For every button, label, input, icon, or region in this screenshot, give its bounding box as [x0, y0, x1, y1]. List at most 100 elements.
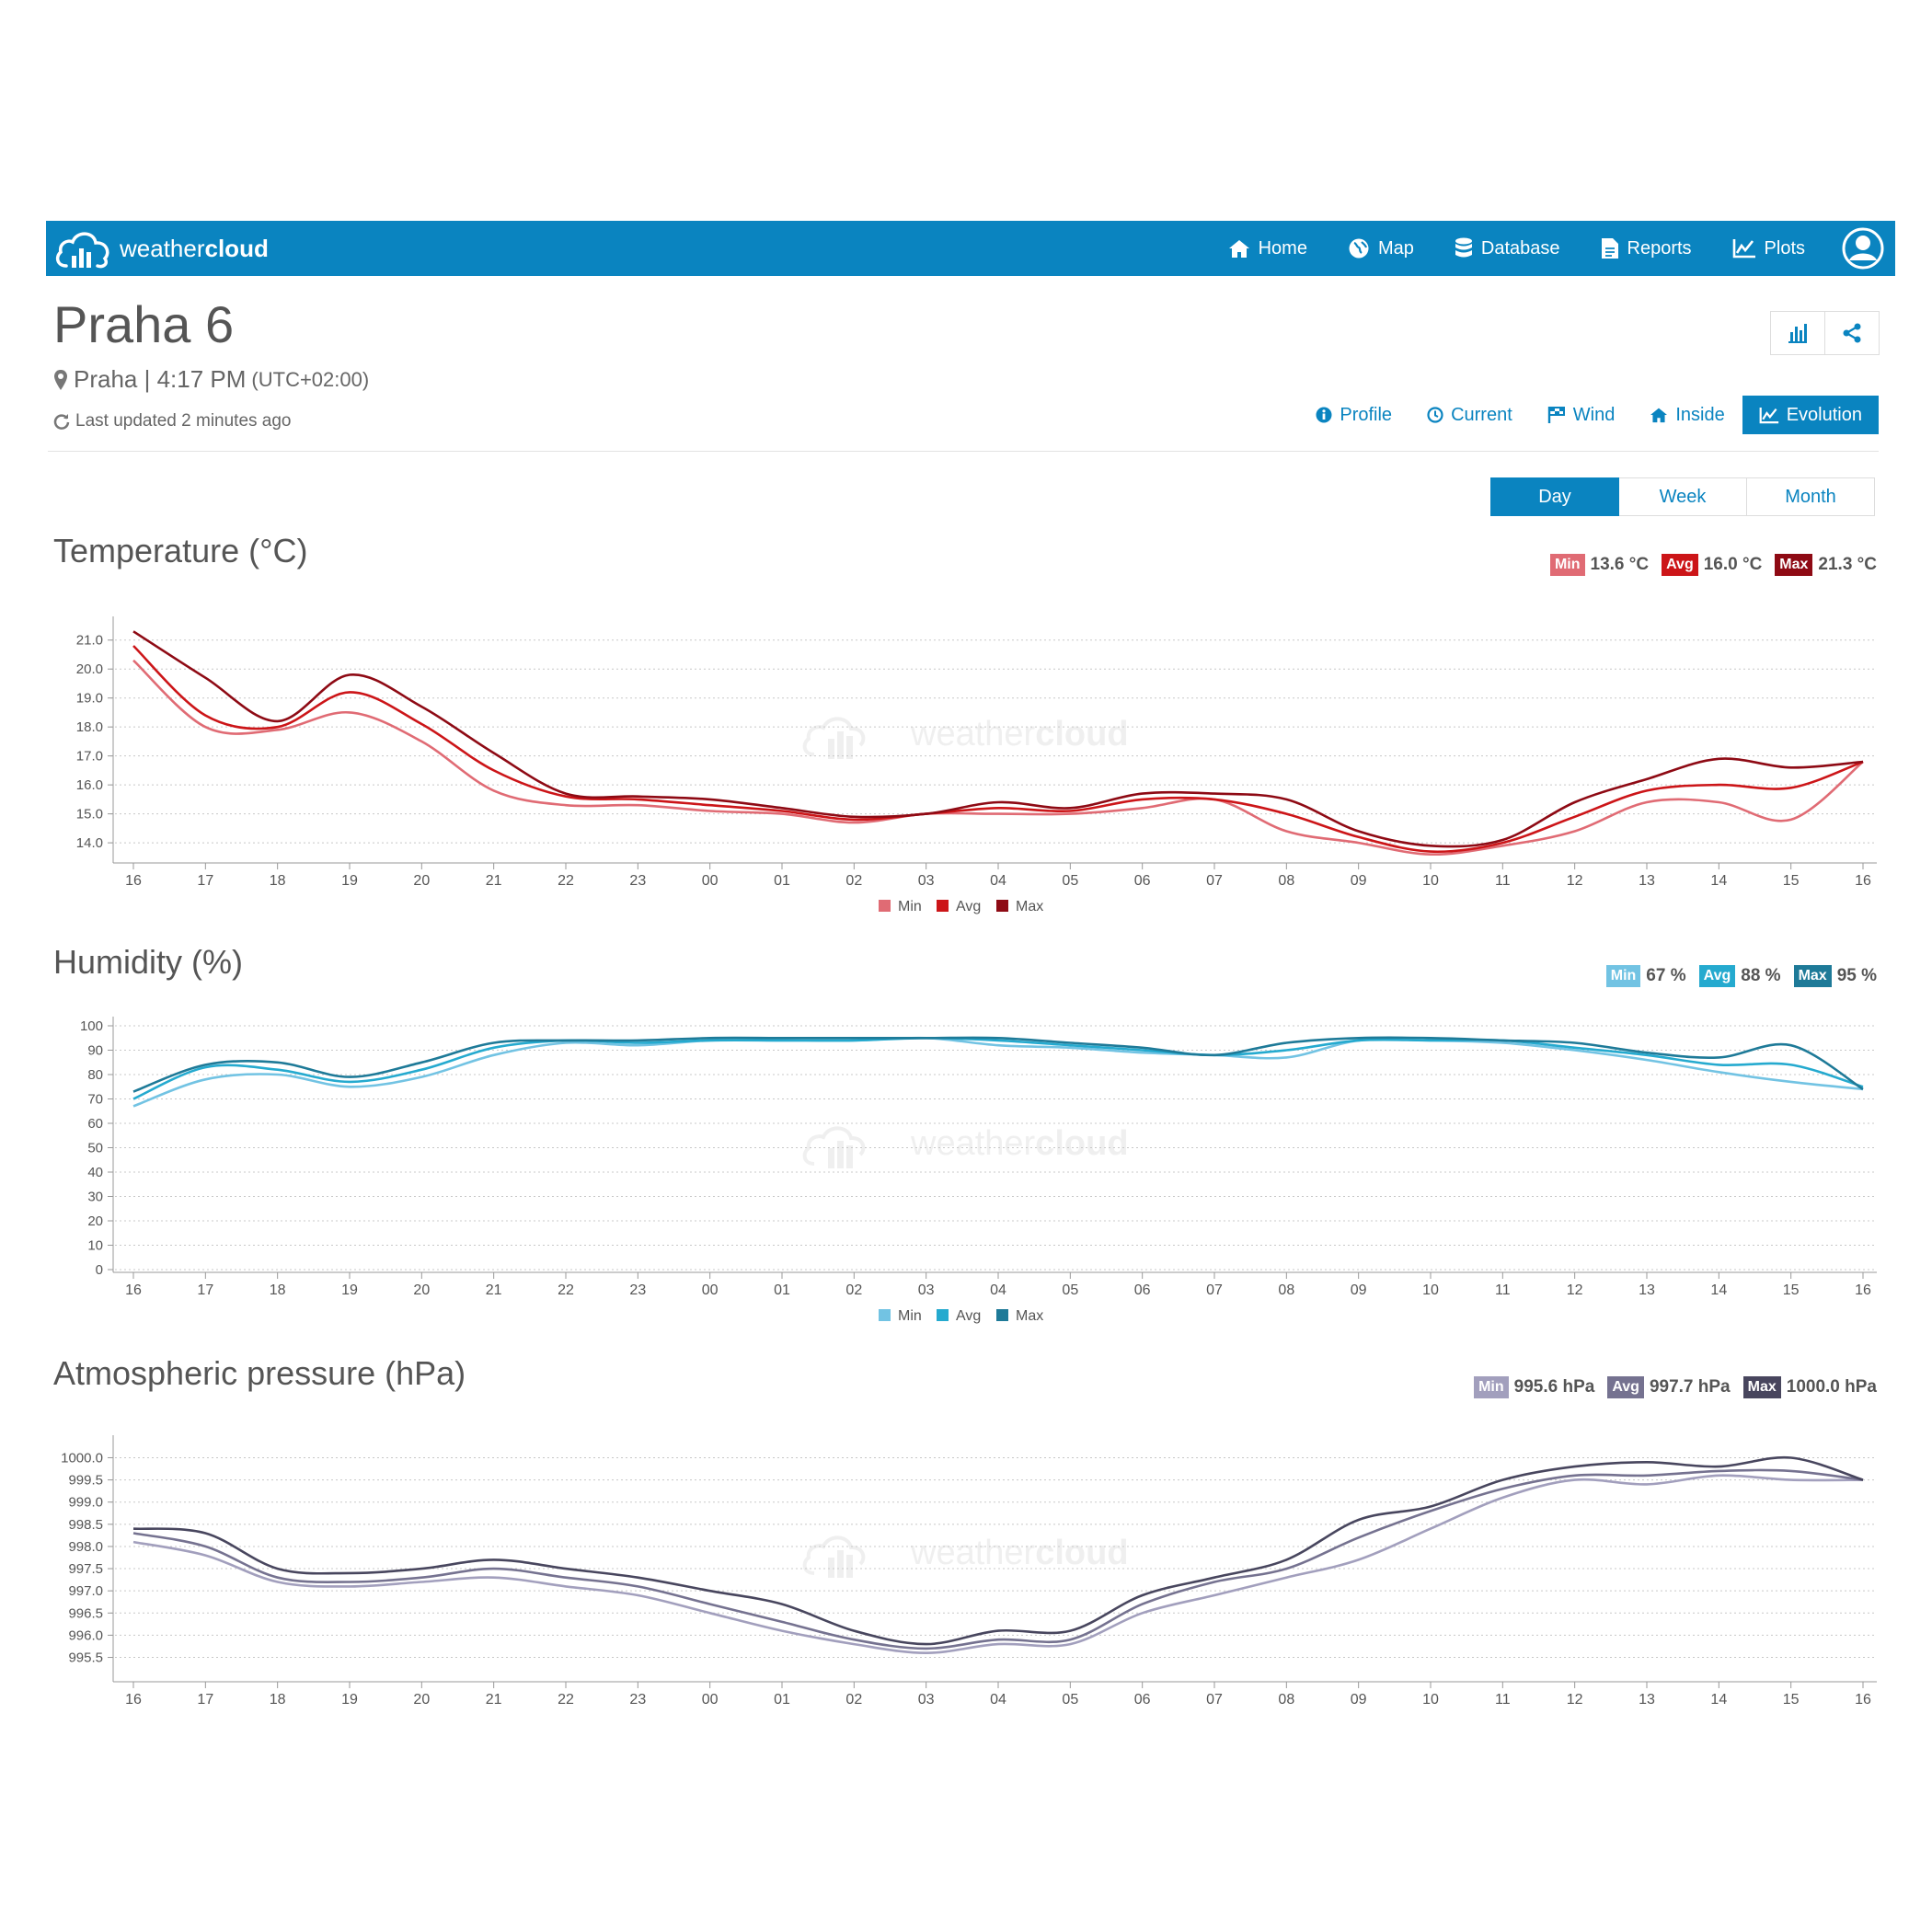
nav-home[interactable]: Home	[1228, 238, 1307, 259]
x-tick-label: 06	[1134, 873, 1151, 889]
x-tick-label: 11	[1495, 873, 1511, 889]
nav-reports[interactable]: Reports	[1601, 237, 1692, 259]
series-line-min[interactable]	[132, 1036, 1864, 1108]
x-tick-label: 04	[990, 873, 1006, 889]
y-tick-label: 70	[87, 1092, 103, 1108]
brand-logo[interactable]: weathercloud	[53, 221, 269, 276]
humidity-min-stat: Min 67 %	[1605, 965, 1686, 987]
x-tick-label: 02	[845, 1692, 862, 1708]
y-tick-label: 16.0	[76, 777, 103, 793]
line-chart-icon	[1759, 407, 1778, 423]
watermark-cloud-icon	[802, 1126, 866, 1166]
page-title: Praha 6	[53, 295, 235, 353]
y-tick-label: 15.0	[76, 807, 103, 822]
y-tick-label: 18.0	[76, 719, 103, 735]
y-tick-label: 998.5	[68, 1517, 103, 1533]
x-tick-label: 06	[1134, 1692, 1151, 1708]
temperature-max-value: 21.3 °C	[1818, 555, 1877, 574]
legend-item-max[interactable]: Max	[996, 1308, 1043, 1324]
legend-swatch	[996, 900, 1008, 912]
y-tick-label: 995.5	[68, 1650, 103, 1666]
x-tick-label: 15	[1783, 1692, 1800, 1708]
period-day-button[interactable]: Day	[1490, 477, 1619, 516]
legend-item-avg[interactable]: Avg	[937, 899, 981, 914]
series-line-avg[interactable]	[132, 645, 1864, 854]
pressure-min-stat: Min 995.6 hPa	[1474, 1376, 1594, 1398]
series-line-max[interactable]	[132, 1455, 1864, 1646]
y-tick-label: 17.0	[76, 749, 103, 765]
period-week-button[interactable]: Week	[1619, 477, 1747, 516]
tab-wind[interactable]: Wind	[1530, 396, 1633, 434]
y-tick-label: 21.0	[76, 633, 103, 649]
watermark-bar	[828, 1558, 834, 1578]
max-badge: Max	[1775, 554, 1813, 576]
x-tick-label: 14	[1710, 1692, 1727, 1708]
series-line-max[interactable]	[132, 1036, 1864, 1093]
share-button[interactable]	[1825, 311, 1880, 355]
x-tick-label: 12	[1567, 1282, 1583, 1298]
nav-map-label: Map	[1377, 237, 1414, 259]
legend-label: Min	[898, 1308, 922, 1324]
x-tick-label: 01	[774, 1692, 790, 1708]
period-month-button[interactable]: Month	[1747, 477, 1875, 516]
tab-current[interactable]: Current	[1409, 396, 1530, 434]
nav-database[interactable]: Database	[1455, 237, 1560, 259]
tab-evolution[interactable]: Evolution	[1742, 396, 1879, 434]
y-tick-label: 0	[96, 1262, 103, 1278]
x-tick-label: 16	[1855, 1692, 1871, 1708]
x-tick-label: 14	[1710, 873, 1727, 889]
database-icon	[1455, 237, 1472, 258]
x-tick-label: 07	[1206, 1282, 1223, 1298]
x-tick-label: 18	[270, 873, 286, 889]
x-tick-label: 05	[1062, 873, 1078, 889]
series-line-avg[interactable]	[132, 1037, 1864, 1100]
legend-item-min[interactable]: Min	[879, 1308, 922, 1324]
watermark-text-bold: cloud	[1035, 715, 1128, 753]
y-tick-label: 60	[87, 1116, 103, 1132]
temperature-chart[interactable]: weathercloud 14.0 15.0 16.0 17.0 18.0 19.0 20.0…	[0, 607, 1932, 920]
temperature-max-stat: Max 21.3 °C	[1775, 554, 1877, 576]
avg-badge: Avg	[1607, 1376, 1644, 1398]
tab-evolution-label: Evolution	[1786, 404, 1862, 425]
nav-plots[interactable]: Plots	[1732, 238, 1805, 259]
pressure-min-value: 995.6 hPa	[1513, 1377, 1595, 1397]
nav-map[interactable]: Map	[1348, 237, 1414, 259]
x-tick-label: 10	[1422, 873, 1439, 889]
x-tick-label: 19	[341, 1282, 358, 1298]
y-tick-label: 90	[87, 1043, 103, 1059]
x-tick-label: 04	[990, 1692, 1006, 1708]
x-tick-label: 10	[1422, 1282, 1439, 1298]
x-tick-label: 13	[1639, 873, 1655, 889]
y-tick-label: 10	[87, 1238, 103, 1254]
document-icon	[1601, 238, 1618, 259]
user-icon[interactable]	[1842, 227, 1884, 270]
watermark-text: weathercloud	[910, 1534, 1129, 1572]
flag-icon	[1547, 407, 1565, 423]
legend-item-max[interactable]: Max	[996, 899, 1043, 914]
tab-profile[interactable]: Profile	[1298, 396, 1409, 434]
legend-item-min[interactable]: Min	[879, 899, 922, 914]
series-line-max[interactable]	[132, 630, 1864, 848]
bar-chart-icon	[1788, 324, 1807, 343]
legend-item-avg[interactable]: Avg	[937, 1308, 981, 1324]
x-tick-label: 20	[413, 1282, 430, 1298]
watermark-text-light: weather	[910, 1534, 1036, 1572]
pressure-chart[interactable]: weathercloud 995.5 996.0 996.5 997.0 997.5 998…	[0, 1426, 1932, 1720]
legend-swatch	[879, 1309, 891, 1321]
x-tick-label: 18	[270, 1282, 286, 1298]
series-line-avg[interactable]	[132, 1468, 1864, 1650]
x-tick-label: 21	[486, 1282, 502, 1298]
compare-button[interactable]	[1770, 311, 1825, 355]
x-tick-label: 16	[125, 1692, 142, 1708]
series-line-min[interactable]	[132, 1474, 1864, 1654]
tab-inside[interactable]: Inside	[1632, 396, 1742, 434]
x-tick-label: 16	[125, 1282, 142, 1298]
watermark: weathercloud	[802, 715, 1129, 759]
x-tick-label: 03	[918, 1692, 935, 1708]
avg-badge: Avg	[1662, 554, 1698, 576]
temperature-avg-stat: Avg 16.0 °C	[1662, 554, 1762, 576]
header-divider	[48, 451, 1879, 452]
series-line-min[interactable]	[132, 659, 1864, 857]
watermark-text: weathercloud	[910, 715, 1129, 753]
